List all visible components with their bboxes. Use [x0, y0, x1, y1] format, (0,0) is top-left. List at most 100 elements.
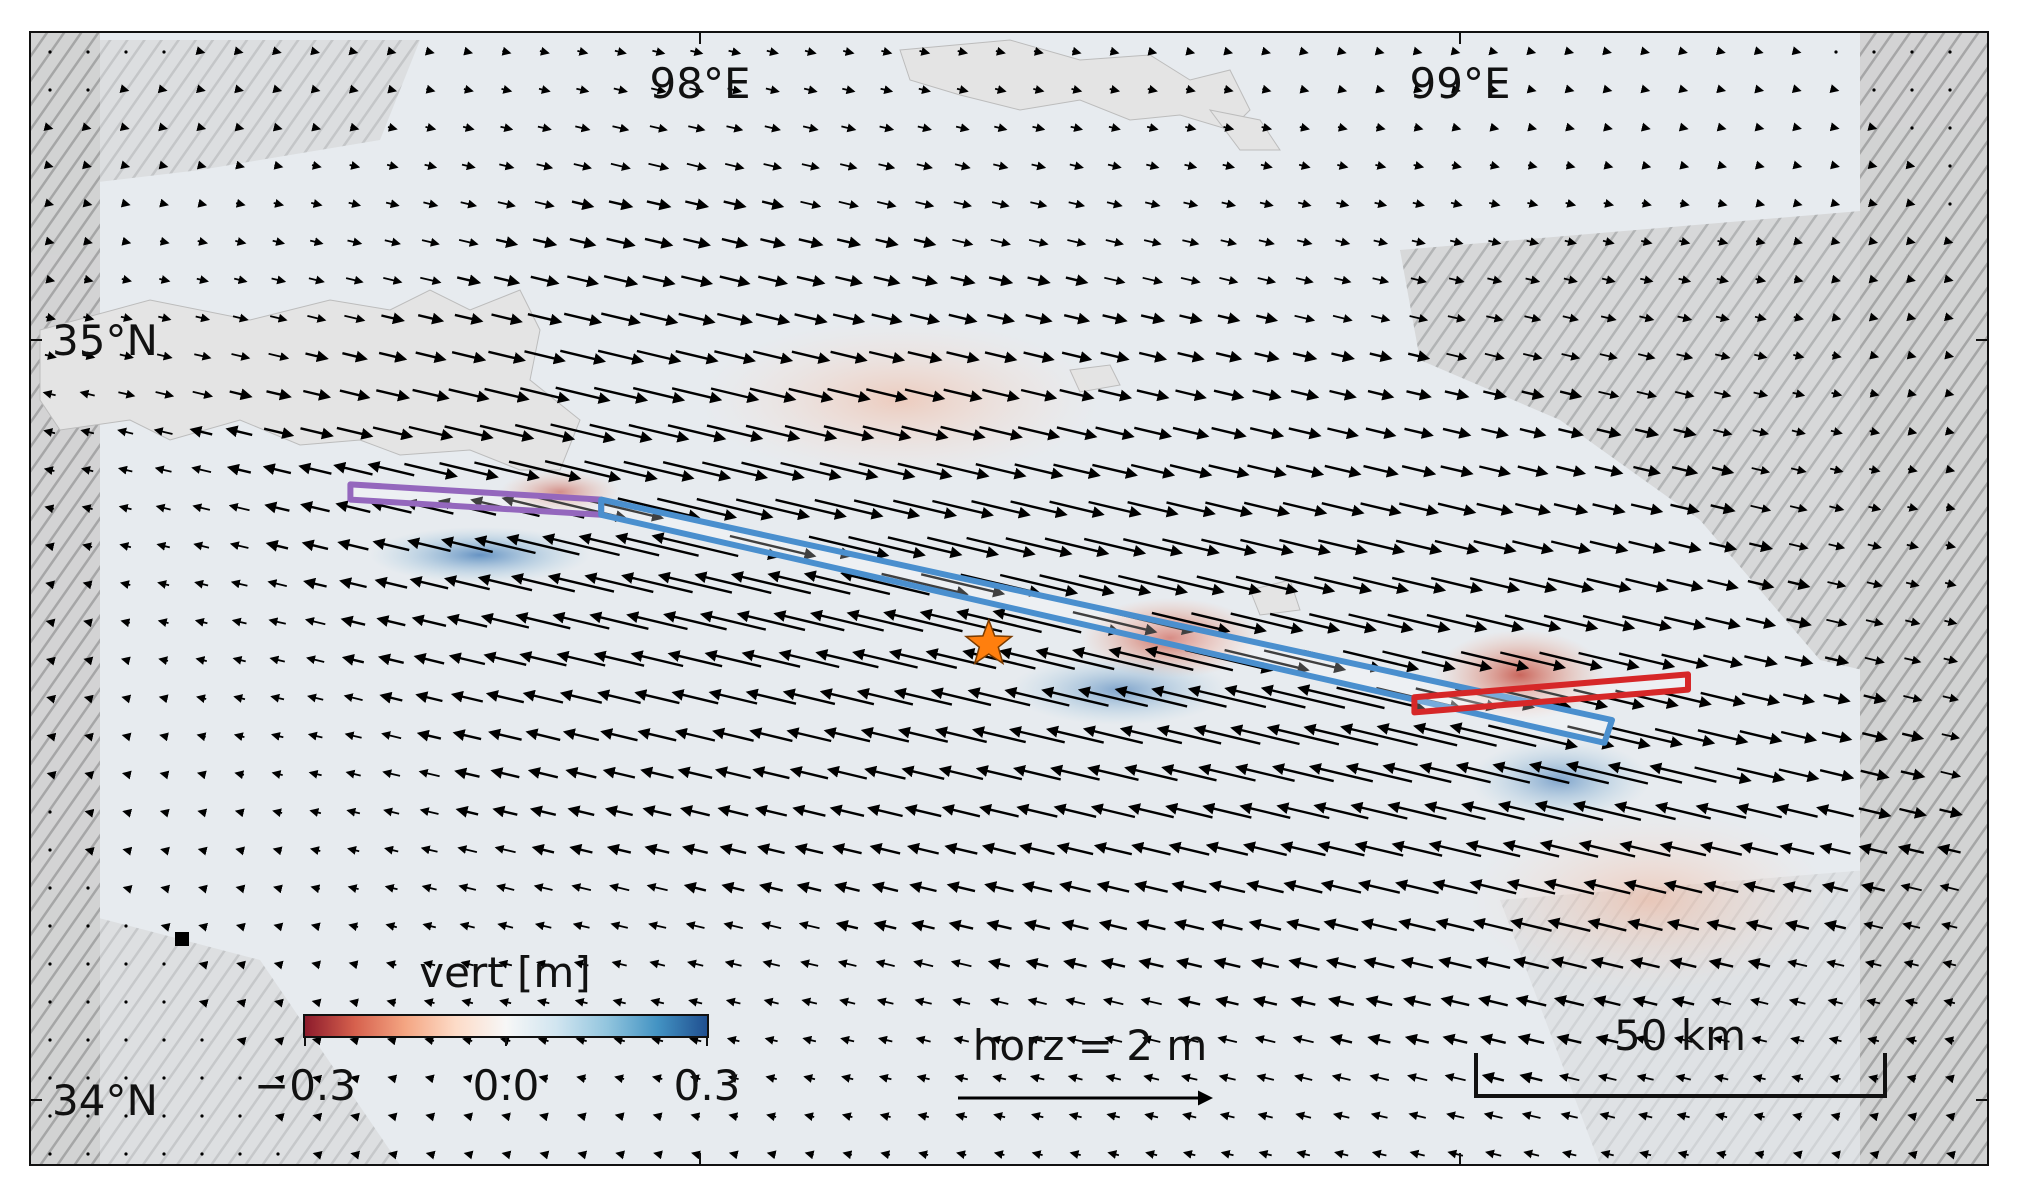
displacement-arrow	[198, 999, 209, 1008]
displacement-arrow	[1703, 654, 1744, 669]
displacement-arrow	[1033, 46, 1044, 56]
displacement-arrow	[1550, 540, 1592, 555]
displacement-arrow	[536, 161, 554, 171]
displacement-arrow	[303, 577, 327, 590]
displacement-arrow	[462, 123, 475, 132]
displacement-arrow	[1602, 237, 1615, 246]
displacement-arrow	[117, 465, 133, 475]
displacement-arrow	[1791, 46, 1802, 56]
displacement-arrow	[120, 198, 131, 208]
displacement-arrow	[385, 199, 400, 209]
displacement-arrow	[714, 350, 756, 365]
displacement-arrow	[195, 313, 211, 323]
displacement-arrow	[236, 960, 246, 970]
displacement-arrow	[1603, 122, 1613, 132]
displacement-arrow	[678, 312, 716, 326]
displacement-arrow	[1279, 538, 1331, 556]
displacement-arrow	[1717, 198, 1728, 208]
displacement-arrow	[198, 960, 209, 970]
displacement-arrow	[1515, 502, 1552, 516]
displacement-arrow	[86, 962, 90, 966]
displacement-arrow	[603, 275, 639, 288]
displacement-arrow	[349, 122, 360, 132]
displacement-arrow	[1340, 723, 1418, 747]
displacement-arrow	[1371, 314, 1391, 323]
displacement-arrow	[979, 425, 1023, 441]
displacement-arrow	[1336, 199, 1350, 209]
displacement-arrow	[86, 1152, 90, 1156]
displacement-arrow	[48, 886, 52, 890]
displacement-arrow	[1640, 237, 1653, 246]
displacement-arrow	[749, 727, 793, 743]
displacement-arrow	[1524, 313, 1542, 323]
displacement-arrow	[1017, 426, 1061, 441]
displacement-arrow	[1793, 312, 1804, 322]
displacement-arrow	[1522, 352, 1543, 361]
displacement-arrow	[1451, 160, 1462, 170]
displacement-arrow	[421, 237, 440, 247]
displacement-arrow	[1792, 122, 1802, 132]
displacement-arrow	[1944, 350, 1955, 360]
displacement-arrow	[307, 731, 323, 741]
displacement-arrow	[493, 274, 521, 287]
displacement-arrow	[1639, 313, 1655, 323]
displacement-arrow	[626, 611, 688, 631]
displacement-arrow	[155, 389, 175, 399]
displacement-arrow	[1375, 122, 1386, 132]
displacement-arrow	[82, 198, 93, 208]
displacement-arrow	[657, 571, 733, 594]
displacement-arrow	[1260, 161, 1273, 170]
displacement-arrow	[500, 123, 514, 133]
displacement-arrow	[1668, 541, 1702, 554]
displacement-arrow	[308, 275, 325, 285]
displacement-arrow	[729, 534, 817, 560]
displacement-arrow	[1826, 618, 1848, 627]
displacement-arrow	[1434, 539, 1480, 555]
displacement-arrow	[1829, 465, 1844, 475]
displacement-arrow	[1943, 312, 1954, 322]
displacement-arrow	[1331, 350, 1355, 363]
displacement-arrow	[567, 275, 600, 288]
displacement-arrow	[1162, 538, 1220, 557]
displacement-arrow	[815, 649, 879, 669]
displacement-arrow	[778, 649, 840, 669]
displacement-arrow	[309, 237, 324, 247]
displacement-arrow	[1023, 351, 1055, 364]
displacement-arrow	[1151, 611, 1231, 635]
displacement-arrow	[303, 388, 332, 401]
displacement-arrow	[1031, 161, 1047, 171]
displacement-arrow	[1943, 655, 1959, 665]
displacement-arrow	[45, 656, 56, 666]
displacement-arrow	[1295, 275, 1314, 285]
displacement-arrow	[1061, 351, 1093, 363]
displacement-arrow	[463, 1150, 474, 1160]
displacement-arrow	[335, 500, 371, 514]
displacement-arrow	[1751, 465, 1771, 475]
displacement-arrow	[43, 428, 56, 437]
lake-north-east	[1208, 109, 1281, 151]
displacement-arrow	[782, 688, 836, 706]
displacement-arrow	[913, 236, 937, 248]
displacement-arrow	[920, 573, 1006, 598]
displacement-arrow	[832, 313, 866, 326]
displacement-arrow	[506, 533, 580, 556]
displacement-arrow	[233, 694, 246, 703]
displacement-arrow	[957, 46, 969, 56]
displacement-arrow	[1309, 613, 1378, 634]
displacement-arrow	[1290, 389, 1320, 401]
displacement-arrow	[160, 884, 171, 894]
displacement-arrow	[1663, 616, 1707, 631]
displacement-arrow	[741, 649, 801, 668]
displacement-arrow	[44, 198, 55, 208]
displacement-arrow	[1831, 312, 1842, 322]
displacement-arrow	[83, 236, 93, 246]
displacement-arrow	[532, 236, 558, 249]
displacement-arrow	[83, 313, 95, 322]
displacement-arrow	[1565, 122, 1575, 132]
displacement-arrow	[157, 580, 170, 589]
displacement-arrow	[610, 162, 631, 171]
displacement-arrow	[48, 1152, 52, 1156]
displacement-arrow	[485, 690, 525, 704]
displacement-arrow	[84, 847, 95, 856]
displacement-arrow	[1640, 275, 1654, 285]
